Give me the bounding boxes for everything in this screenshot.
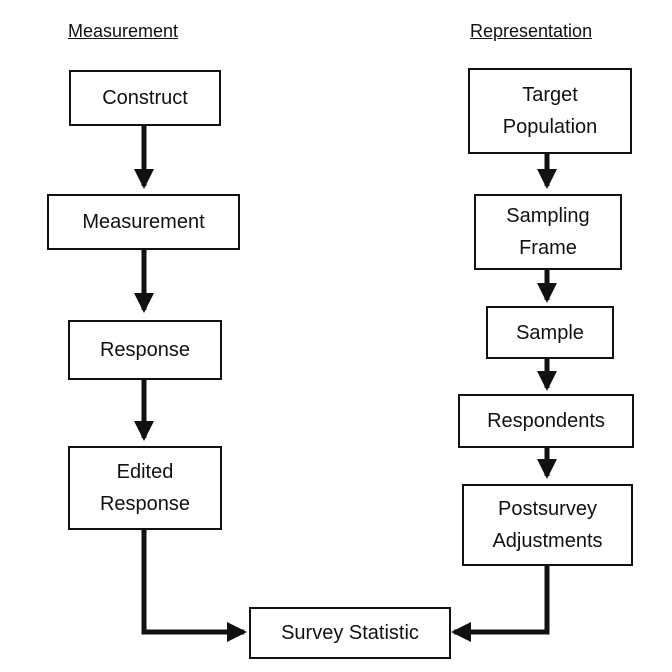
response-box: Response [68,320,222,380]
measurement-column-heading: Measurement [68,21,179,41]
target-population-box: Target Population [468,68,632,154]
arrow-postsurvey-adjustments-to-survey-statistic [451,566,550,642]
construct-box: Construct [69,70,221,126]
survey-statistic-box: Survey Statistic [249,607,451,659]
arrow-edited-response-to-survey-statistic [141,528,247,642]
measurement-box: Measurement [47,194,240,250]
respondents-box: Respondents [458,394,634,448]
postsurvey-adjustments-box: Postsurvey Adjustments [462,484,633,566]
sample-box: Sample [486,306,614,359]
sampling-frame-box: Sampling Frame [474,194,622,270]
representation-column-heading: Representation [470,21,593,41]
edited-response-box: Edited Response [68,446,222,530]
